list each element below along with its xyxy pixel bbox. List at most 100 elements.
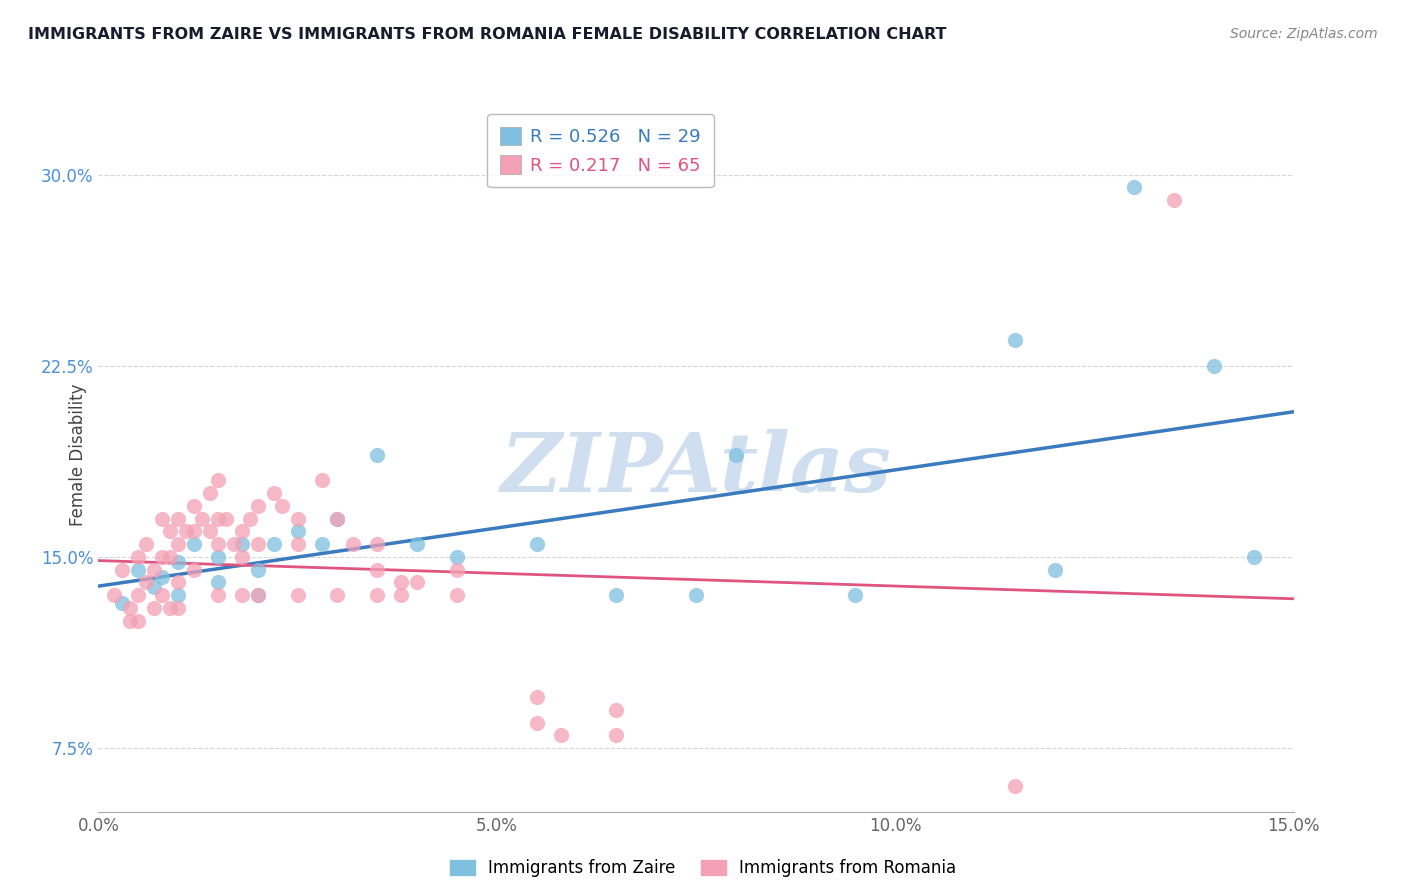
Point [366, 588, 388, 602]
Point [150, 511, 173, 525]
Point [246, 588, 269, 602]
Point [326, 588, 349, 602]
Point [389, 575, 412, 590]
Point [366, 537, 388, 551]
Point [446, 563, 468, 577]
Point [135, 537, 157, 551]
Point [150, 549, 173, 564]
Point [326, 511, 349, 525]
Point [231, 588, 253, 602]
Point [239, 511, 262, 525]
Point [207, 588, 229, 602]
Point [550, 728, 572, 742]
Point [159, 549, 181, 564]
Point [191, 511, 214, 525]
Point [311, 537, 333, 551]
Point [198, 524, 221, 539]
Point [183, 563, 205, 577]
Point [222, 537, 245, 551]
Point [342, 537, 364, 551]
Point [287, 511, 309, 525]
Point [446, 588, 468, 602]
Point [127, 588, 149, 602]
Point [366, 563, 388, 577]
Point [366, 448, 388, 462]
Point [287, 537, 309, 551]
Point [127, 614, 149, 628]
Point [526, 537, 548, 551]
Point [159, 524, 181, 539]
Point [1163, 193, 1185, 207]
Point [198, 486, 221, 500]
Point [287, 588, 309, 602]
Point [174, 524, 197, 539]
Point [311, 474, 333, 488]
Point [143, 563, 166, 577]
Point [183, 537, 205, 551]
Y-axis label: Female Disability: Female Disability [69, 384, 87, 526]
Point [167, 588, 190, 602]
Point [326, 511, 349, 525]
Point [183, 524, 205, 539]
Point [207, 511, 229, 525]
Point [1202, 359, 1225, 373]
Text: IMMIGRANTS FROM ZAIRE VS IMMIGRANTS FROM ROMANIA FEMALE DISABILITY CORRELATION C: IMMIGRANTS FROM ZAIRE VS IMMIGRANTS FROM… [28, 27, 946, 42]
Legend: R = 0.526   N = 29, R = 0.217   N = 65: R = 0.526 N = 29, R = 0.217 N = 65 [486, 114, 714, 187]
Point [263, 486, 285, 500]
Point [406, 537, 429, 551]
Point [1043, 563, 1066, 577]
Point [389, 588, 412, 602]
Point [207, 474, 229, 488]
Point [215, 511, 238, 525]
Point [1004, 779, 1026, 793]
Point [685, 588, 707, 602]
Point [246, 499, 269, 513]
Point [143, 600, 166, 615]
Legend: Immigrants from Zaire, Immigrants from Romania: Immigrants from Zaire, Immigrants from R… [443, 853, 963, 884]
Point [526, 690, 548, 704]
Point [167, 555, 190, 569]
Point [120, 614, 142, 628]
Point [446, 549, 468, 564]
Point [111, 563, 134, 577]
Point [724, 448, 747, 462]
Text: ZIPAtlas: ZIPAtlas [501, 429, 891, 509]
Point [1004, 333, 1026, 347]
Point [167, 511, 190, 525]
Point [207, 575, 229, 590]
Point [263, 537, 285, 551]
Point [231, 549, 253, 564]
Point [135, 575, 157, 590]
Point [605, 728, 627, 742]
Point [246, 588, 269, 602]
Point [270, 499, 292, 513]
Point [406, 575, 429, 590]
Point [167, 537, 190, 551]
Point [526, 715, 548, 730]
Point [103, 588, 125, 602]
Point [143, 581, 166, 595]
Point [167, 575, 190, 590]
Point [231, 537, 253, 551]
Point [127, 563, 149, 577]
Text: Source: ZipAtlas.com: Source: ZipAtlas.com [1230, 27, 1378, 41]
Point [287, 524, 309, 539]
Point [150, 570, 173, 584]
Point [159, 600, 181, 615]
Point [231, 524, 253, 539]
Point [127, 549, 149, 564]
Point [207, 549, 229, 564]
Point [207, 537, 229, 551]
Point [246, 563, 269, 577]
Point [120, 600, 142, 615]
Point [1123, 180, 1146, 194]
Point [246, 537, 269, 551]
Point [150, 588, 173, 602]
Point [844, 588, 866, 602]
Point [605, 703, 627, 717]
Point [605, 588, 627, 602]
Point [183, 499, 205, 513]
Point [1243, 549, 1265, 564]
Point [167, 600, 190, 615]
Point [111, 596, 134, 610]
